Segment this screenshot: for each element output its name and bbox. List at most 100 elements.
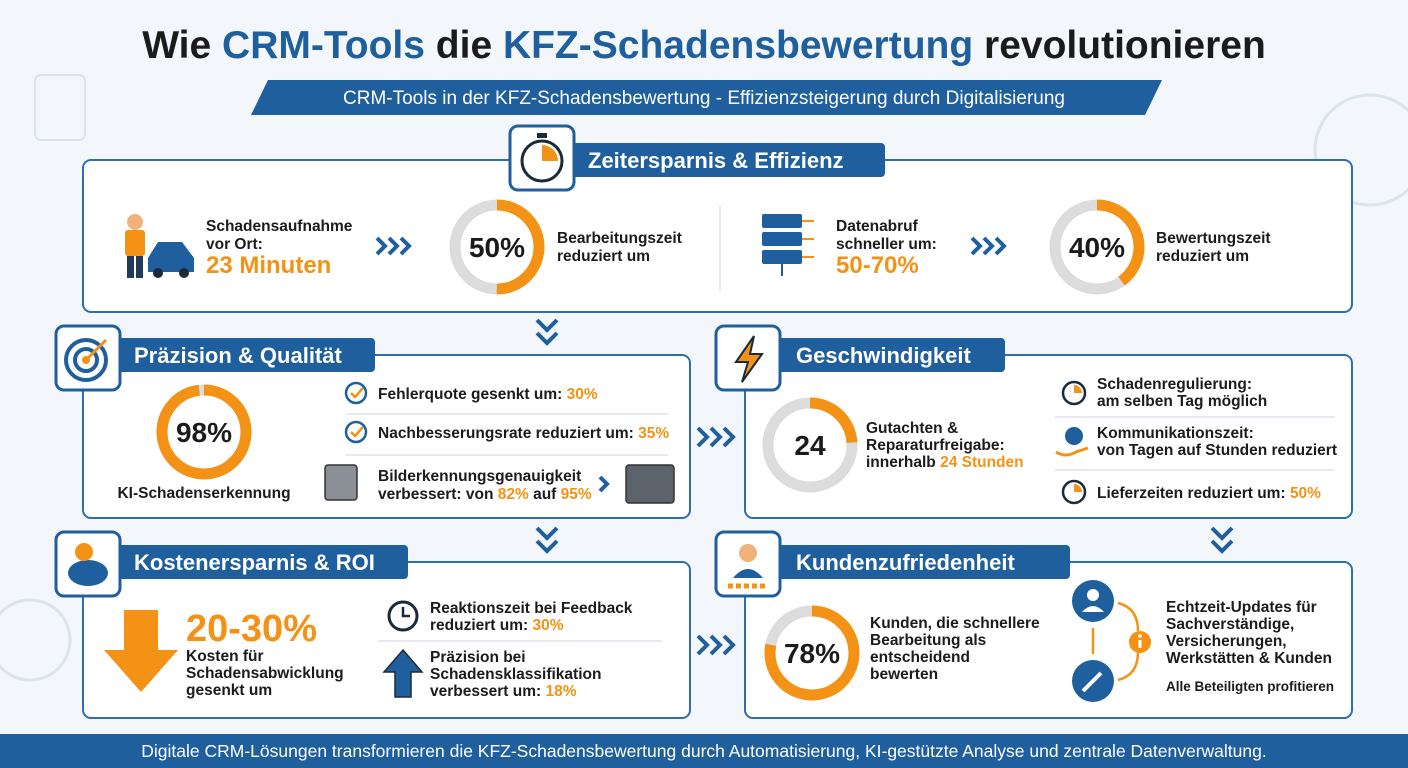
text-line: reduziert um [557,248,650,265]
decoration [1074,484,1082,492]
background-decoration [0,74,1408,682]
title-part: revolutionieren [973,24,1266,67]
decoration [148,242,194,272]
metric-text: Schadensaufnahme vor Ort: [206,218,357,253]
section-tab [560,143,885,177]
decoration [762,232,802,246]
text-line: Kommunikationszeit: [1097,425,1254,442]
decoration [1313,93,1408,207]
text: auf [529,486,561,503]
decoration [733,569,763,578]
roi-item: Reaktionszeit bei Feedback reduziert um:… [430,600,637,634]
decoration [153,268,163,278]
decoration [179,268,189,278]
highlight: 24 Stunden [940,454,1024,471]
gauge-arc [762,397,858,493]
text-line: Bilderkennungsgenauigkeit [378,468,581,485]
highlight: 95% [561,486,592,503]
section-tab [770,338,1005,372]
text-line: Werkstätten & Kunden [1166,650,1332,667]
check-item: Fehlerquote gesenkt um: 30% [378,386,598,403]
section-box [744,354,1353,519]
connector [1210,526,1234,554]
text-line: Datenabruf [836,218,919,235]
decoration [68,560,108,586]
text: Fehlerquote gesenkt um: [378,386,567,403]
text: reduziert um: [430,617,532,634]
text: verbessert um: [430,683,545,700]
metric-highlight: 50-70% [836,252,919,279]
connector [535,318,559,346]
decoration [84,338,108,362]
highlight: 30% [532,617,563,634]
arrow [598,475,610,493]
stopwatch-icon [1061,380,1087,406]
section-title: Präzision & Qualität [134,343,342,368]
text-line: reduziert um [1156,248,1249,265]
title-part: Wie [142,24,222,67]
cost-text: Kosten für Schadensabwicklung gesenkt um [186,648,348,699]
highlight: 82% [498,486,529,503]
text-line: Bearbeitungszeit [557,230,682,247]
highlight: 30% [567,386,598,403]
arrow [970,236,1007,256]
section-title: Geschwindigkeit [796,343,971,368]
arrow [375,236,412,256]
text-line: Kosten für [186,648,264,665]
decoration [350,387,364,399]
decoration [350,426,364,438]
text: Nachbesserungsrate reduziert um: [378,425,638,442]
person-car-icon [125,214,194,278]
decoration [0,598,72,682]
gauge-text: Kunden, die schnellere Bearbeitung als e… [870,615,1044,683]
stopwatch-icon [1061,479,1087,505]
gauge-label: 98% [176,417,232,448]
decoration [1082,606,1104,612]
gauge-arc [156,384,252,480]
subtitle-banner [251,80,1162,115]
footer-text: Digitale CRM-Lösungen transformieren die… [141,741,1266,761]
lightning-icon [734,335,764,383]
gauge-text: Bearbeitungszeit reduziert um [557,230,686,265]
up-arrow-icon [382,648,424,698]
damage-image [324,464,358,501]
text-line: Gutachten & [866,420,958,437]
speed-item: Kommunikationszeit: von Tagen auf Stunde… [1097,425,1337,459]
text-line: Sachverständige, [1166,616,1294,633]
footer-bar [0,734,1408,768]
text: innerhalb [866,454,940,471]
decoration [1087,589,1099,601]
decoration [127,214,143,230]
gauge-text: Gutachten & Reparaturfreigabe: innerhalb… [866,420,1024,471]
text-line: Bewertungszeit [1156,230,1271,247]
text-line: von Tagen auf Stunden reduziert [1097,442,1337,459]
decoration [344,381,368,405]
gauge-caption: KI-Schadenserkennung [117,485,290,502]
roi-item: Präzision bei Schadensklassifikation ver… [430,649,606,700]
title-highlight: CRM-Tools [222,24,425,67]
highlight: 35% [638,425,669,442]
metric-text: Datenabruf schneller um: [836,218,937,253]
gauge-label: 40% [1069,232,1125,263]
section-title: Kostenersparnis & ROI [134,550,375,575]
text-line: Kunden, die schnellere [870,615,1040,632]
text-line: Bearbeitung als [870,632,986,649]
gauge-label: 78% [784,638,840,669]
section-tab [110,545,408,579]
decoration [542,145,558,161]
highlight: 50% [1290,485,1321,502]
down-arrow-icon [104,610,178,692]
decoration [401,607,410,618]
gauge-text: Bewertungszeit reduziert um [1156,230,1275,265]
communication-icon [1055,427,1089,457]
metric-highlight: 23 Minuten [206,252,331,279]
section-box [82,561,691,719]
connector [696,426,736,448]
check-icon [344,381,368,405]
check-icon [344,420,368,444]
clock-icon [387,600,419,632]
text: verbessert: von [378,486,498,503]
